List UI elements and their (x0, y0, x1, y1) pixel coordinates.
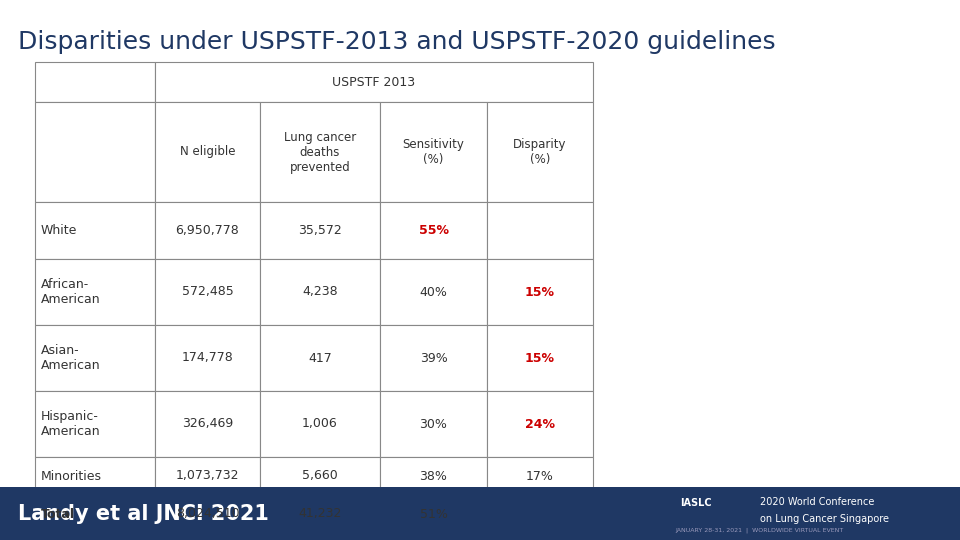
Bar (155, 62, 593, 102)
Bar (155, 495, 260, 533)
Text: Minorities: Minorities (41, 469, 102, 483)
Text: Total: Total (41, 508, 75, 521)
Text: White: White (41, 224, 78, 237)
Bar (260, 391, 380, 457)
Text: 38%: 38% (420, 469, 447, 483)
Text: African-
American: African- American (41, 278, 101, 306)
Bar (487, 495, 593, 533)
Bar (35, 325, 155, 391)
Bar (35, 457, 155, 495)
Text: 30%: 30% (420, 417, 447, 430)
Bar (380, 325, 487, 391)
Bar (380, 102, 487, 202)
Text: 4,238: 4,238 (302, 286, 338, 299)
Text: 24%: 24% (525, 417, 555, 430)
Text: 55%: 55% (419, 224, 448, 237)
Text: 174,778: 174,778 (181, 352, 233, 365)
Text: 17%: 17% (526, 469, 554, 483)
Bar (155, 259, 260, 325)
Bar (380, 457, 487, 495)
Text: Landy et al JNCI 2021: Landy et al JNCI 2021 (18, 503, 269, 523)
Text: 2020 World Conference: 2020 World Conference (760, 497, 875, 507)
Bar (487, 102, 593, 202)
Text: 1,073,732: 1,073,732 (176, 469, 239, 483)
Bar (155, 202, 260, 259)
Bar (487, 457, 593, 495)
Bar (380, 202, 487, 259)
Text: 35,572: 35,572 (299, 224, 342, 237)
Bar (487, 325, 593, 391)
Text: 572,485: 572,485 (181, 286, 233, 299)
Text: on Lung Cancer Singapore: on Lung Cancer Singapore (760, 514, 889, 524)
Bar (260, 202, 380, 259)
Text: N eligible: N eligible (180, 145, 235, 159)
Text: Disparity
(%): Disparity (%) (514, 138, 566, 166)
Text: Asian-
American: Asian- American (41, 344, 101, 372)
Bar (155, 325, 260, 391)
Bar (380, 495, 487, 533)
Bar (260, 495, 380, 533)
Bar (487, 259, 593, 325)
Text: Disparities under USPSTF-2013 and USPSTF-2020 guidelines: Disparities under USPSTF-2013 and USPSTF… (18, 30, 776, 54)
Text: 5,660: 5,660 (302, 469, 338, 483)
Bar (35, 202, 155, 259)
Bar (35, 259, 155, 325)
Text: Lung cancer
deaths
prevented: Lung cancer deaths prevented (284, 131, 356, 173)
Text: 40%: 40% (420, 286, 447, 299)
Text: USPSTF 2013: USPSTF 2013 (332, 76, 416, 89)
Bar (35, 102, 155, 202)
Bar (487, 391, 593, 457)
Text: 1,006: 1,006 (302, 417, 338, 430)
Text: 417: 417 (308, 352, 332, 365)
Text: Hispanic-
American: Hispanic- American (41, 410, 101, 438)
Bar (380, 391, 487, 457)
Bar (35, 391, 155, 457)
Text: 39%: 39% (420, 352, 447, 365)
Text: IASLC: IASLC (680, 498, 711, 508)
Bar (380, 259, 487, 325)
Bar (155, 391, 260, 457)
Bar (0, 487, 960, 540)
Bar (35, 62, 155, 102)
Text: 51%: 51% (420, 508, 447, 521)
Text: 15%: 15% (525, 352, 555, 365)
Bar (487, 202, 593, 259)
Text: 326,469: 326,469 (181, 417, 233, 430)
Bar (155, 457, 260, 495)
Bar (260, 259, 380, 325)
Bar (260, 325, 380, 391)
Text: 15%: 15% (525, 286, 555, 299)
Bar (260, 457, 380, 495)
Text: JANUARY 28-31, 2021  |  WORLDWIDE VIRTUAL EVENT: JANUARY 28-31, 2021 | WORLDWIDE VIRTUAL … (675, 528, 843, 533)
Bar (260, 102, 380, 202)
Text: 6,950,778: 6,950,778 (176, 224, 239, 237)
Text: Sensitivity
(%): Sensitivity (%) (402, 138, 465, 166)
Text: 8,024,510: 8,024,510 (176, 508, 239, 521)
Bar (35, 495, 155, 533)
Bar (155, 102, 260, 202)
Text: 41,232: 41,232 (299, 508, 342, 521)
